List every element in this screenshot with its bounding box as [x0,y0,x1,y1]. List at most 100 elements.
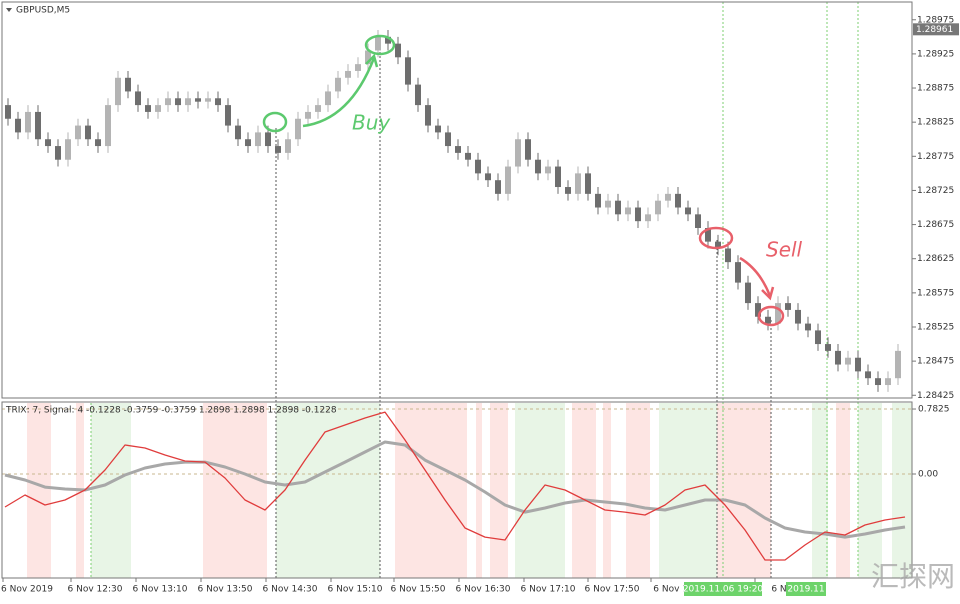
zone [27,403,51,578]
candle-body [335,77,341,92]
candle-body [125,77,131,92]
zone [659,403,717,578]
x-tick-label: 6 Nov 18: [653,585,697,595]
candle-body [625,207,631,215]
candle-body [35,111,41,140]
candle-body [275,146,281,153]
candle-body [555,166,561,188]
y-tick-label: 1.28775 [917,152,954,162]
candle-body [775,303,781,324]
y-tick-label: 1.28825 [917,118,954,128]
candle-body [425,105,431,126]
candle-body [565,187,571,194]
symbol-title: GBPUSD,M5 [16,6,70,16]
sell-arrowhead [761,286,775,301]
sell-arrow [739,256,772,297]
zone [603,403,611,578]
candle-body [495,180,501,194]
candle-body [85,125,91,140]
buy-circle [364,34,396,56]
y-tick-label: 1.28625 [917,254,954,264]
y-tick-label: 1.28875 [917,84,954,94]
candle-body [805,323,811,331]
candle-body [65,139,71,160]
sell-circle [698,226,734,250]
candle-body [715,241,721,249]
candle-body [315,105,321,112]
candle-body [265,132,271,147]
candle-body [25,111,31,133]
zone [572,403,596,578]
candle-body [835,350,841,365]
zone [276,403,380,578]
zone [717,403,771,578]
candle-body [355,64,361,71]
current-price-box [913,23,959,36]
y-tick-label: 1.28725 [917,186,954,196]
candle-body [435,125,441,133]
x-tick-label: 6 Nov 2019 [1,585,53,595]
zone [395,403,467,578]
zone [858,403,882,578]
candle-body [325,91,331,106]
candle-body [575,173,581,194]
indicator-line [4,440,906,539]
candle-body [605,200,611,208]
candle-body [105,105,111,147]
x-tick-label: 6 N [771,585,786,595]
candle-body [785,303,791,310]
y-tick-label: 1.28575 [917,288,954,298]
candle-body [795,309,801,324]
y-tick-label: 0.00 [918,470,938,480]
candle-body [165,98,171,106]
x-tick-label: 6 Nov 15:10 [328,585,383,595]
candle-body [375,36,381,51]
buy-arrowhead [365,53,379,68]
candle-body [735,262,741,283]
y-tick-label: 0.7825 [918,405,950,415]
candle-body [615,200,621,215]
candle-body [695,214,701,228]
candle-body [195,98,201,102]
markers [90,2,859,578]
current-price-label: 1.28961 [916,25,953,35]
candle-body [675,193,681,208]
x-tick-label: 6 Nov 17:50 [585,585,640,595]
indicator-frame [1,401,913,579]
candle-body [215,98,221,106]
candle-body [875,378,881,386]
candle-body [885,378,891,386]
zone [490,403,508,578]
x-tick-label: 6 Nov 13:10 [133,585,188,595]
candle-body [395,43,401,58]
candle-body [505,166,511,194]
y-tick-label: 1.28925 [917,49,954,59]
zone [203,403,267,578]
x-highlight-label: 2019.11 [787,585,824,595]
x-highlight-box [684,582,762,596]
candle-body [235,125,241,140]
candle-body [855,357,861,372]
zone [836,403,850,578]
x-highlight-box [786,582,826,596]
candle-body [15,118,21,133]
candle-body [305,111,311,119]
candle-body [595,193,601,208]
candle-body [845,357,851,365]
candle-body [75,125,81,140]
candle-body [365,50,371,65]
sell-label: Sell [766,238,803,262]
buy-label: Buy [352,111,391,135]
x-tick-label: 6 Nov 13:50 [198,585,253,595]
buy-arrow [302,57,376,128]
x-tick-label: 6 Nov 17:10 [521,585,576,595]
candle-body [245,139,251,147]
candle-body [45,139,51,147]
candle-body [635,207,641,222]
x-tick-label: 6 Nov 14:30 [263,585,318,595]
candle-body [385,36,391,44]
candle-body [745,282,751,304]
zone [812,403,828,578]
candle-body [535,159,541,174]
candle-body [895,350,901,379]
